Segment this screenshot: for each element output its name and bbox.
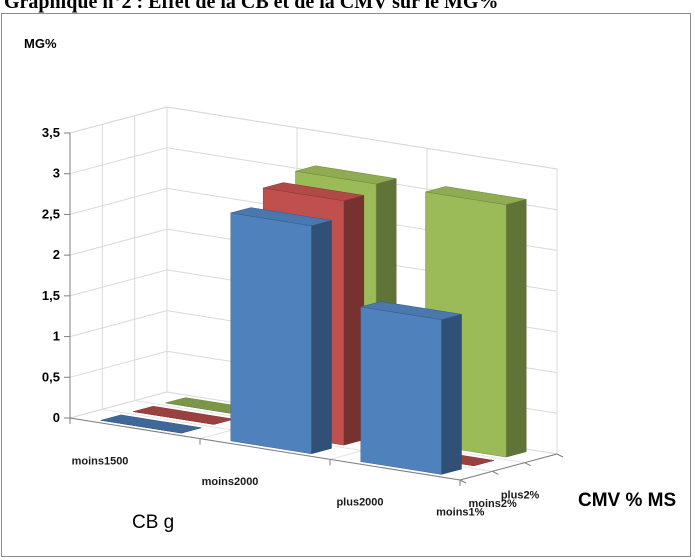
bar-top-face (100, 414, 202, 434)
y-axis-title: MG% (24, 36, 57, 51)
chart-bars (100, 165, 527, 475)
z-axis-title: CMV % MS (578, 490, 676, 511)
bar-front-face (360, 306, 442, 475)
y-tick-label: 3 (53, 166, 60, 181)
bar-top-face (360, 301, 462, 320)
page-header-strip: Graphique n°2 : Effet de la CB et de la … (0, 0, 695, 14)
page-header-text: Graphique n°2 : Effet de la CB et de la … (4, 0, 499, 13)
chart-labels: 0 0,5 1 1,5 2 2,5 3 3,5 moins1500 moins2000 plus20… (24, 36, 676, 533)
y-tick-label: 1,5 (42, 288, 60, 303)
z-tick-label: moins1% (436, 507, 485, 519)
bar-top-face (295, 165, 397, 185)
z-axis-line (459, 453, 558, 481)
y-tick-label: 2,5 (42, 206, 60, 221)
x-tick-label: moins2000 (202, 476, 259, 488)
y-tick-label: 0 (53, 410, 60, 425)
z-tick (524, 462, 531, 467)
bar (425, 186, 527, 458)
bar-top-face (263, 182, 364, 202)
z-tick-label: plus2% (501, 489, 540, 501)
bar-side-face (505, 198, 527, 458)
bar-side-face (441, 313, 462, 475)
z-tick (492, 470, 499, 475)
z-tick (459, 479, 467, 484)
bar-top-face (230, 207, 332, 227)
bar (100, 414, 202, 434)
z-tick-label: moins2% (469, 498, 518, 510)
bar-front-face (230, 212, 312, 455)
bar (360, 301, 462, 475)
y-tick-label: 2 (53, 247, 60, 262)
z-tick (556, 453, 564, 458)
x-tick-label: moins1500 (72, 455, 129, 467)
bar-top-face (425, 186, 527, 205)
y-tick-label: 0,5 (42, 369, 60, 384)
chart-axes (64, 132, 564, 486)
x-axis-title: CB g (132, 512, 174, 533)
bar (230, 207, 332, 455)
side-wall (69, 106, 168, 419)
x-tick-label: plus2000 (336, 497, 383, 509)
y-tick-label: 3,5 (42, 125, 60, 140)
y-tick-label: 1 (53, 329, 60, 344)
bar-side-face (311, 220, 332, 455)
x-axis-line (69, 417, 461, 481)
